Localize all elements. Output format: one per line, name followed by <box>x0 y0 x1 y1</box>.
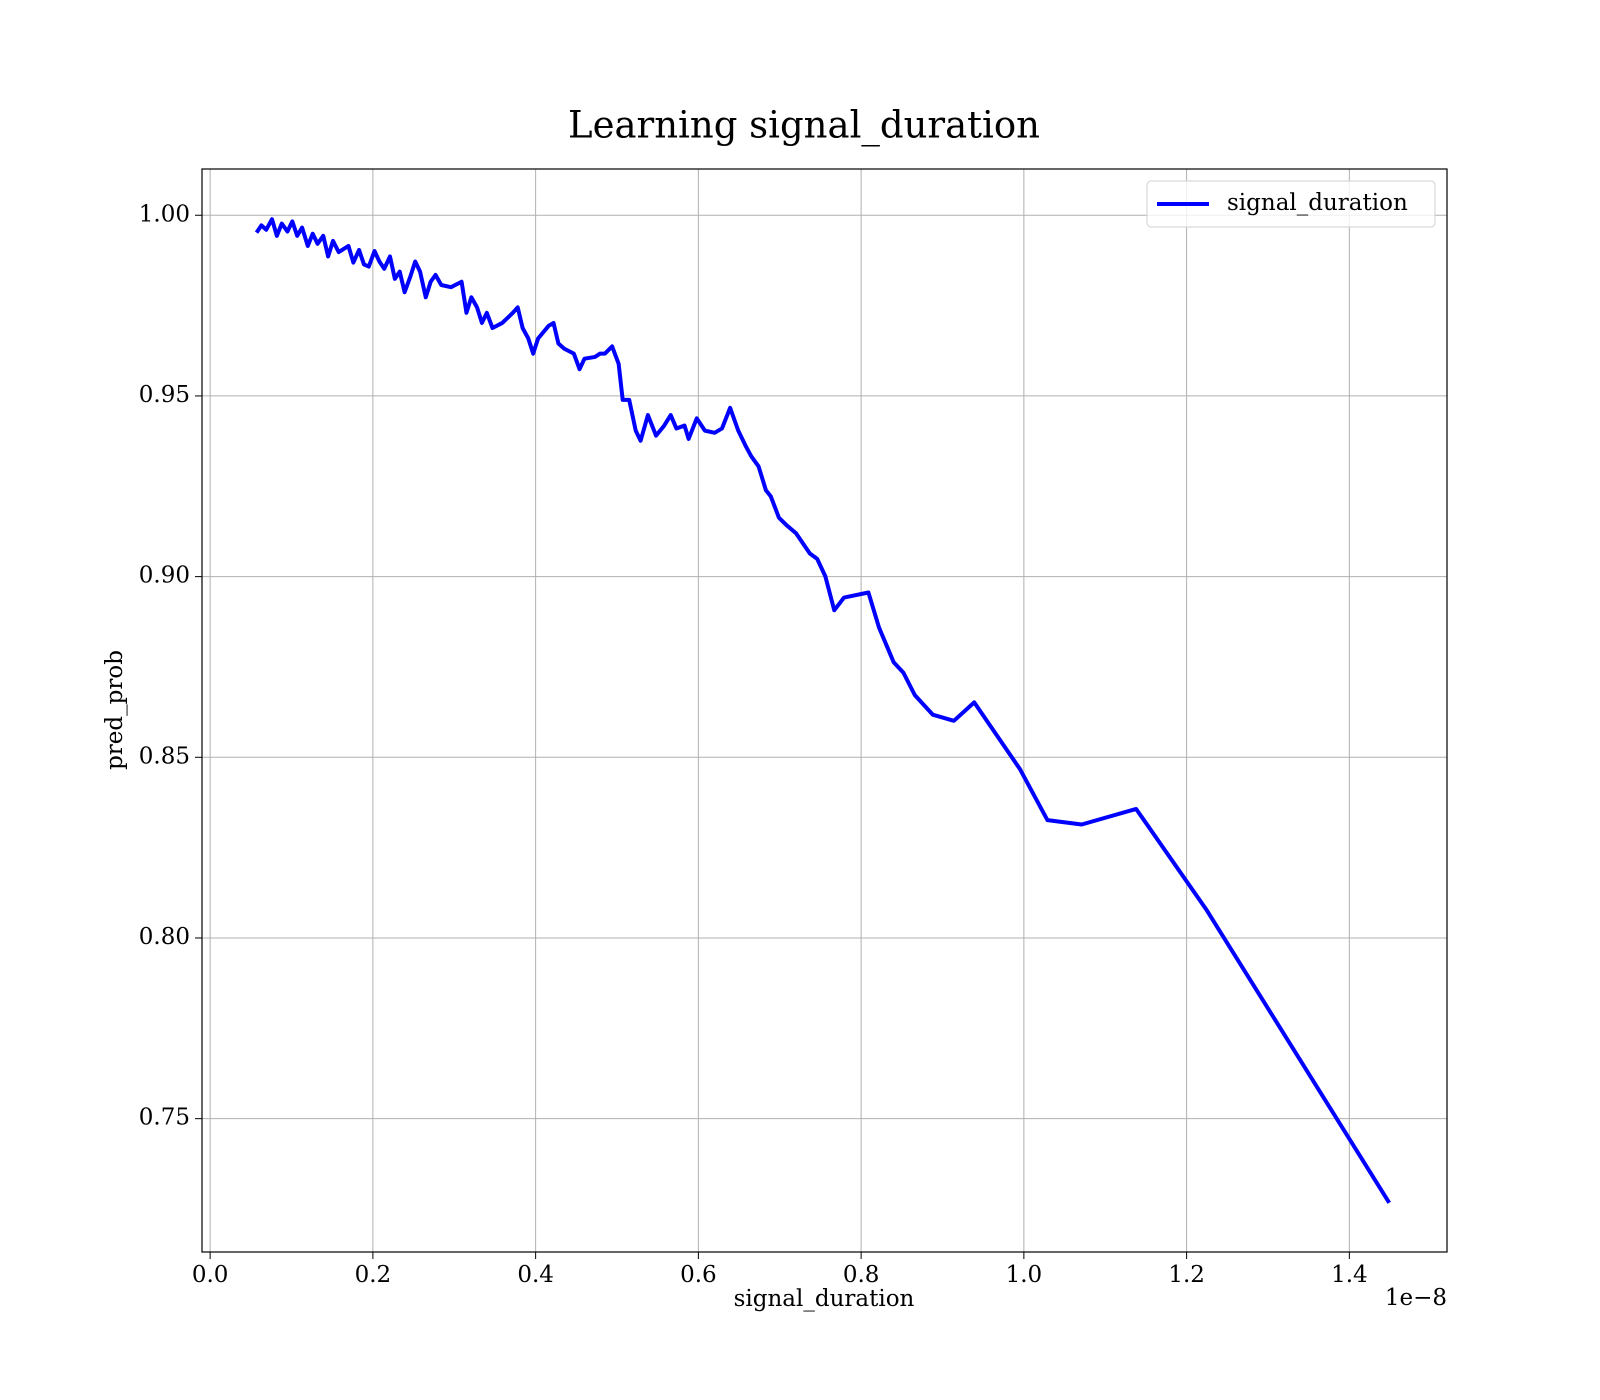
chart-title: Learning signal_duration <box>568 104 1040 148</box>
legend-label: signal_duration <box>1227 190 1408 216</box>
x-offset-label: 1e−8 <box>1385 1285 1447 1311</box>
x-tick-label: 1.0 <box>1006 1262 1043 1288</box>
legend-box <box>1146 180 1436 228</box>
y-tick-label: 0.80 <box>139 924 190 950</box>
x-tick-label: 0.2 <box>355 1262 392 1288</box>
x-tick-label: 0.0 <box>192 1262 229 1288</box>
x-tick-label: 0.6 <box>680 1262 717 1288</box>
y-tick-label: 0.85 <box>139 743 190 769</box>
data-line <box>254 217 1391 1204</box>
x-tick-label: 1.2 <box>1168 1262 1205 1288</box>
y-tick-label: 0.75 <box>139 1105 190 1131</box>
x-tick-label: 1.4 <box>1331 1262 1368 1288</box>
x-axis-label: signal_duration <box>734 1286 915 1312</box>
y-tick-label: 0.95 <box>139 382 190 408</box>
x-tick-label: 0.8 <box>843 1262 880 1288</box>
x-tick-label: 0.4 <box>517 1262 554 1288</box>
plot-frame <box>201 168 1448 1253</box>
y-tick-label: 0.90 <box>139 563 190 589</box>
y-axis-label: pred_prob <box>102 650 128 770</box>
y-tick-label: 1.00 <box>139 201 190 227</box>
